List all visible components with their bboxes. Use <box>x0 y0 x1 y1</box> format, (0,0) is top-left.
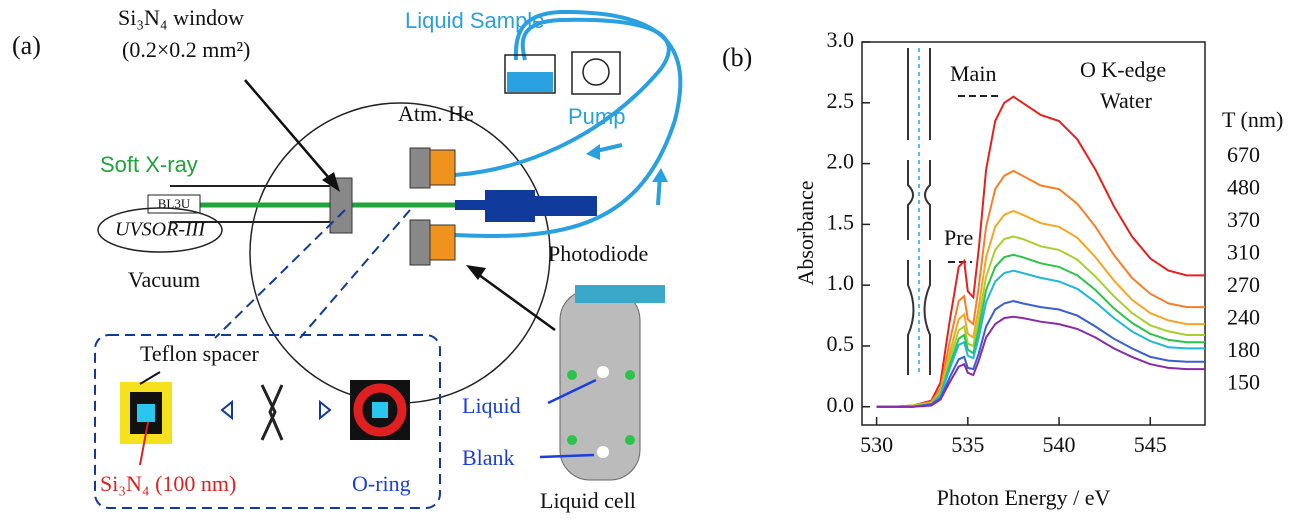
plot-frame <box>862 42 1205 425</box>
y-axis-label: Absorbance <box>793 180 818 285</box>
y-tick-label: 2.5 <box>827 88 855 113</box>
legend-entry: 480 <box>1227 175 1260 200</box>
y-tick-label: 1.0 <box>827 270 855 295</box>
label: (0.2×0.2 mm²) <box>122 37 250 62</box>
y-tick-label: 1.5 <box>827 209 855 234</box>
y-tick-label: 0.5 <box>827 331 855 356</box>
label: Vacuum <box>128 267 200 292</box>
figure: (a) Si₃N₄ window (0.2×0.2 mm²) Liquid Sa… <box>0 0 1309 520</box>
label: Atm. He <box>398 101 474 126</box>
line-series <box>877 171 1205 407</box>
label: Si₃N₄ (100 nm) <box>100 471 236 496</box>
label: BL3U <box>158 196 191 211</box>
annotation: Water <box>1100 88 1153 113</box>
label: Blank <box>462 445 515 470</box>
label: Photodiode <box>548 241 648 266</box>
legend-entry: 180 <box>1227 337 1260 362</box>
x-tick-label: 535 <box>951 432 984 457</box>
label: Pump <box>568 104 625 129</box>
legend-title: T (nm) <box>1222 107 1283 132</box>
line-series <box>877 317 1205 407</box>
line-series <box>877 271 1205 407</box>
label: Liquid cell <box>540 488 636 513</box>
x-tick-label: 530 <box>860 432 893 457</box>
annotation: O K-edge <box>1080 57 1166 82</box>
annotation: Main <box>950 61 996 86</box>
y-tick-label: 2.0 <box>827 149 855 174</box>
x-axis-label: Photon Energy / eV <box>937 485 1111 510</box>
y-tick-label: 0.0 <box>827 392 855 417</box>
label: Liquid <box>462 393 521 418</box>
nozzle-insets <box>908 48 930 375</box>
annotation: Pre <box>944 225 973 250</box>
x-tick-label: 540 <box>1043 432 1076 457</box>
line-series <box>877 211 1205 407</box>
label: UVSOR-III <box>115 219 206 241</box>
legend-entry: 270 <box>1227 272 1260 297</box>
legend-entry: 310 <box>1227 240 1260 265</box>
line-series <box>877 97 1205 407</box>
legend-entry: 150 <box>1227 370 1260 395</box>
y-tick-label: 3.0 <box>827 27 855 52</box>
legend-entry: 240 <box>1227 305 1260 330</box>
label: Liquid Sample <box>405 8 544 33</box>
x-tick-label: 545 <box>1134 432 1167 457</box>
panel-label: (b) <box>722 43 752 72</box>
label: O-ring <box>352 471 411 496</box>
label: Teflon spacer <box>140 341 259 366</box>
panel-label: (a) <box>12 31 41 60</box>
legend-entry: 370 <box>1227 207 1260 232</box>
label: Si₃N₄ window <box>118 5 244 30</box>
label: Soft X-ray <box>100 152 198 177</box>
legend-entry: 670 <box>1227 142 1260 167</box>
